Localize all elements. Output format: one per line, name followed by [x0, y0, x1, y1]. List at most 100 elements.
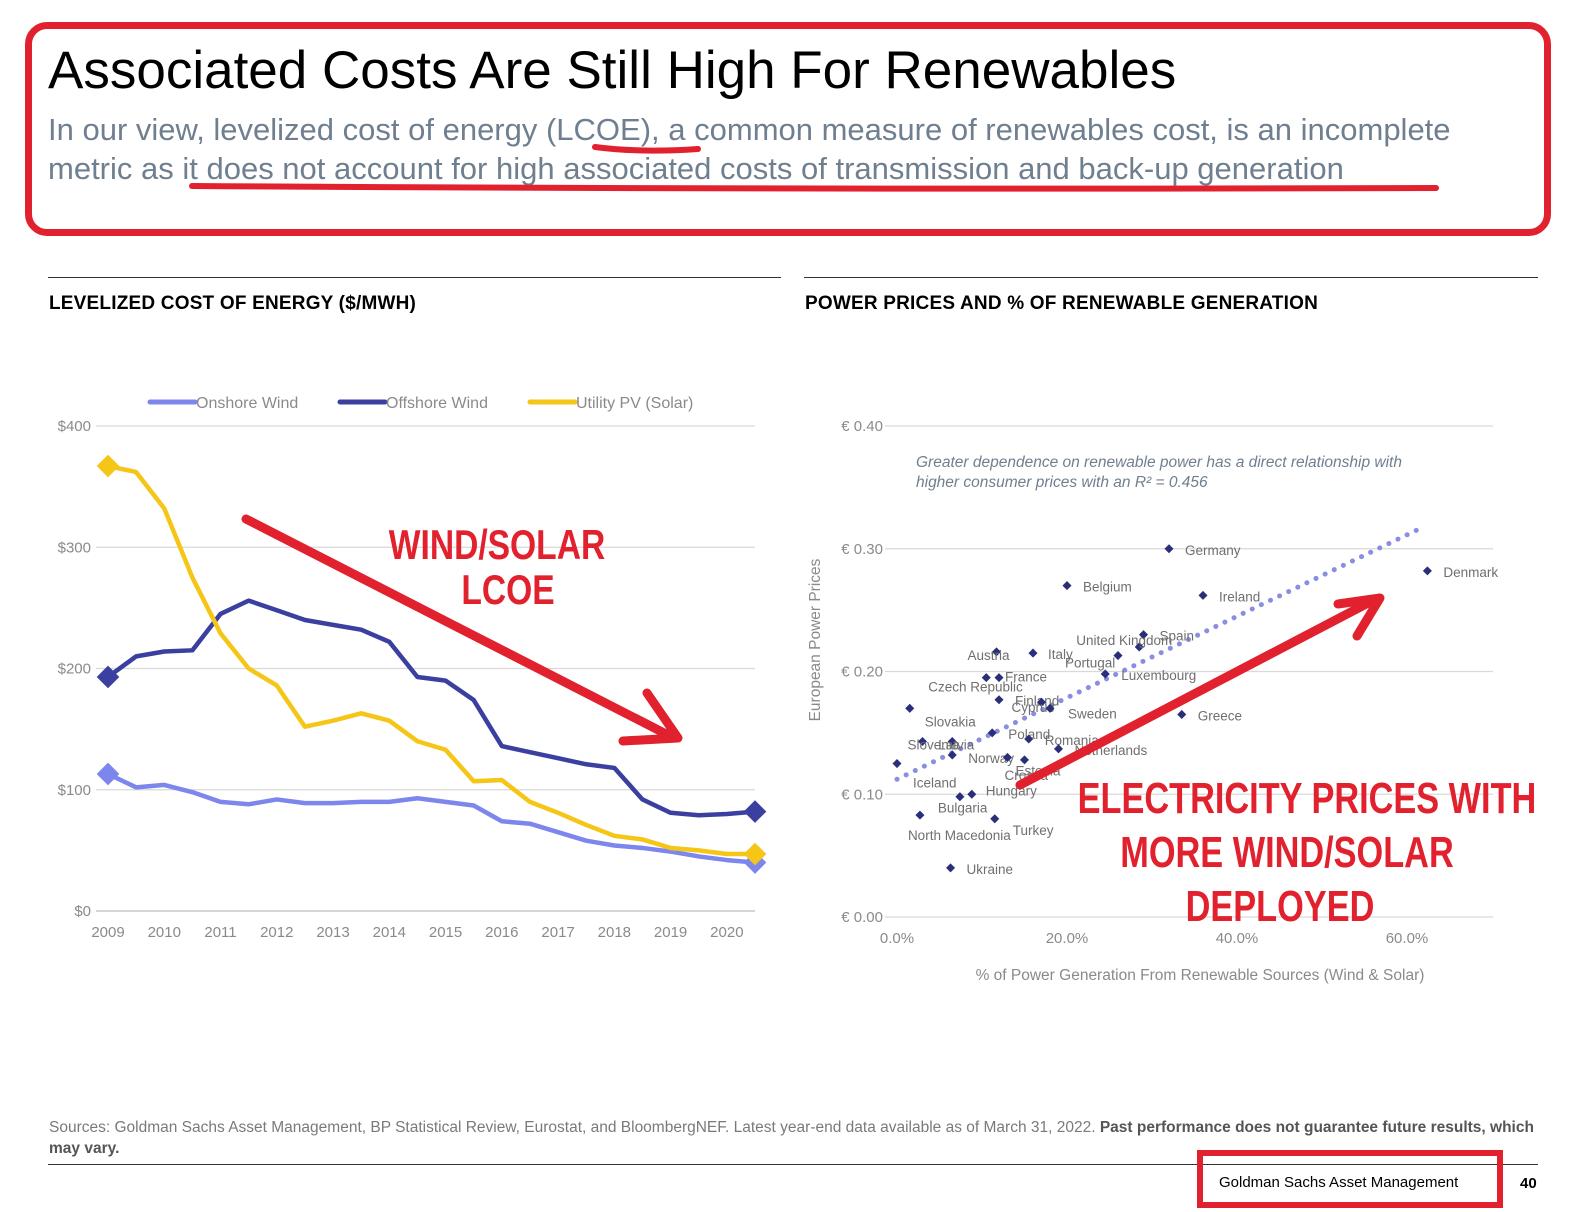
- y-tick-label: € 0.00: [841, 909, 883, 926]
- point-label: Cyprus: [1012, 700, 1055, 715]
- x-tick-label: 2017: [541, 924, 574, 941]
- point-label: Slovenia: [908, 737, 960, 752]
- x-tick-label: 2013: [316, 924, 349, 941]
- point-label: Czech Republic: [928, 680, 1023, 695]
- series-end-marker: [743, 800, 767, 823]
- series-end-marker: [96, 762, 120, 786]
- y-tick-label: € 0.30: [841, 541, 883, 558]
- brand-highlight-box: [1197, 1150, 1503, 1208]
- point-label: Ukraine: [967, 862, 1014, 877]
- x-tick-label: 60.0%: [1386, 930, 1429, 947]
- point-label: Bulgaria: [938, 801, 988, 816]
- x-tick-label: 2016: [485, 924, 518, 941]
- scatter-point: [1113, 651, 1123, 661]
- series-end-marker: [96, 454, 120, 478]
- series-line: [107, 463, 755, 857]
- trend-arrow-shaft: [1015, 597, 1375, 790]
- point-label: Sweden: [1068, 706, 1117, 721]
- x-tick-label: 20.0%: [1046, 930, 1089, 947]
- y-tick-label: € 0.20: [841, 664, 883, 681]
- series-end-marker: [96, 665, 120, 689]
- phrase-underline: [189, 183, 1439, 192]
- y-tick-label: $300: [58, 539, 91, 556]
- scatter-point: [905, 703, 915, 713]
- point-label: Spain: [1160, 629, 1195, 644]
- scatter-point: [1036, 697, 1047, 707]
- footer-rule: [48, 1164, 1538, 1165]
- scatter-point: [1177, 709, 1187, 719]
- y-tick-label: $200: [58, 661, 91, 678]
- power-price-scatter-chart: € 0.00 € 0.10 € 0.20 € 0.30 € 0.40 0.0% 20.0% 4…: [807, 418, 1537, 984]
- x-axis-title: % of Power Generation From Renewable Sou…: [976, 967, 1425, 984]
- point-label: Poland: [1008, 727, 1050, 742]
- disclaimer-text: Past performance does not guarantee futu…: [49, 1119, 1534, 1157]
- sources-footnote: Sources: Goldman Sachs Asset Management,…: [49, 1117, 1539, 1159]
- point-label: Denmark: [1443, 565, 1498, 580]
- lcoe-line-chart: $0 $100 $200 $300 $400 2009 2010 2011 2012 2013 20…: [58, 395, 767, 941]
- y-tick-label: $400: [58, 418, 91, 435]
- scatter-point: [1045, 703, 1055, 713]
- scatter-point: [1024, 734, 1034, 744]
- scatter-point: [946, 863, 956, 873]
- annotation-line: LCOE: [461, 568, 554, 614]
- legend-label: Offshore Wind: [386, 395, 488, 412]
- annotation-line: WIND/SOLAR: [389, 523, 605, 569]
- point-label: Iceland: [913, 776, 957, 791]
- point-label: Germany: [1185, 543, 1241, 558]
- scatter-point: [1164, 544, 1174, 554]
- y-tick-label: $0: [74, 903, 91, 920]
- point-label: France: [1005, 670, 1047, 685]
- x-tick-label: 2018: [598, 924, 631, 941]
- scatter-chart-title: POWER PRICES AND % OF RENEWABLE GENERATI…: [805, 293, 1318, 314]
- subtitle-underlines: [189, 144, 1439, 192]
- annotation-line: MORE WIND/SOLAR: [1120, 828, 1453, 877]
- x-tick-label: 2011: [204, 924, 236, 941]
- brand-name: Goldman Sachs Asset Management: [1219, 1174, 1459, 1191]
- scatter-point: [915, 810, 925, 820]
- x-tick-label: 2019: [654, 924, 687, 941]
- point-label: United Kingdom: [1076, 633, 1172, 648]
- page-number: 40: [1520, 1175, 1537, 1192]
- scatter-point: [1062, 581, 1072, 591]
- x-tick-label: 2012: [260, 924, 293, 941]
- point-label: Portugal: [1065, 656, 1115, 671]
- y-tick-label: € 0.40: [841, 418, 883, 435]
- annotation-line: ELECTRICITY PRICES WITH: [1078, 774, 1537, 823]
- point-label: Italy: [1048, 647, 1073, 662]
- page-title: Associated Costs Are Still High For Rene…: [48, 41, 1177, 100]
- chart-note-line: Greater dependence on renewable power ha…: [916, 454, 1402, 471]
- scatter-point: [1028, 648, 1038, 658]
- scatter-point: [1198, 590, 1208, 600]
- y-tick-label: € 0.10: [841, 786, 883, 803]
- point-label: Luxembourg: [1121, 668, 1196, 683]
- y-tick-label: $100: [58, 782, 91, 799]
- chart-note-line: higher consumer prices with an R² = 0.45…: [916, 474, 1208, 491]
- point-label: Latvia: [938, 737, 975, 752]
- point-label: Slovakia: [925, 714, 977, 729]
- series-line: [107, 771, 756, 865]
- point-label: Belgium: [1083, 580, 1132, 595]
- sources-text: Sources: Goldman Sachs Asset Management,…: [49, 1119, 1096, 1136]
- trend-arrow-shaft: [241, 514, 673, 740]
- trend-arrow-head: [1333, 593, 1385, 641]
- point-label: Turkey: [1013, 823, 1054, 838]
- left-section-rule: [48, 277, 781, 278]
- x-tick-label: 2010: [148, 924, 181, 941]
- series-end-marker: [743, 842, 767, 866]
- point-label: Greece: [1198, 708, 1242, 723]
- point-label: Finland: [1015, 694, 1059, 709]
- point-label: North Macedonia: [908, 828, 1011, 843]
- x-tick-label: 40.0%: [1216, 930, 1259, 947]
- lcoe-underline: [592, 144, 701, 154]
- right-section-rule: [804, 277, 1538, 278]
- scatter-point: [994, 695, 1004, 705]
- header-highlight-box: [25, 22, 1551, 236]
- scatter-point: [1134, 642, 1144, 652]
- legend-label: Onshore Wind: [196, 395, 298, 412]
- point-label: Hungary: [986, 783, 1037, 798]
- x-tick-label: 2009: [91, 924, 124, 941]
- x-tick-label: 2014: [373, 924, 406, 941]
- annotation-line: DEPLOYED: [1186, 882, 1375, 931]
- scatter-point: [967, 789, 977, 799]
- point-label: Romania: [1045, 733, 1100, 748]
